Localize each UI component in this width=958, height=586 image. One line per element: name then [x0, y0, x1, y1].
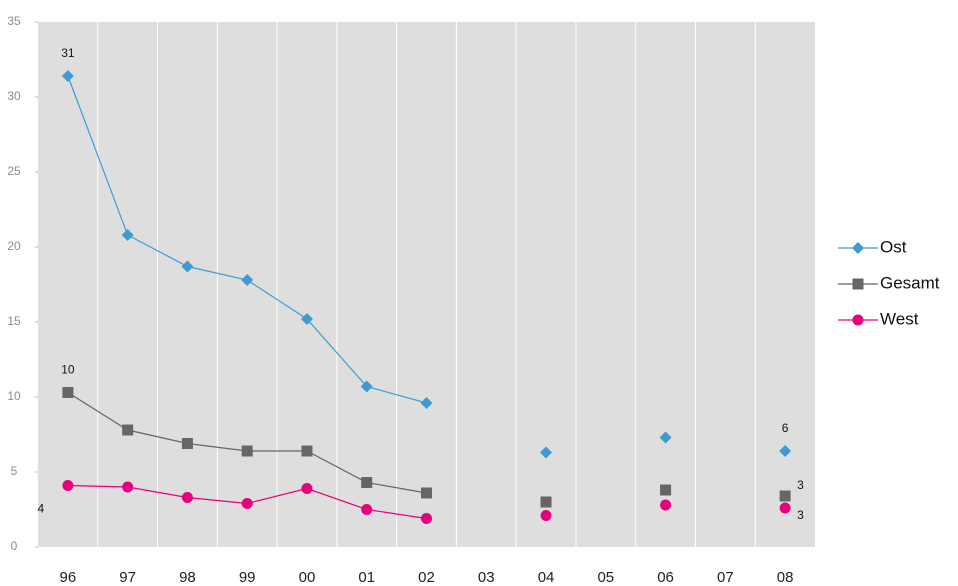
y-tick-label: 15 [7, 314, 21, 328]
x-tick-label: 02 [418, 569, 435, 586]
y-tick-label: 5 [11, 464, 18, 478]
data-point [779, 502, 791, 514]
legend-label: Gesamt [880, 273, 940, 292]
data-point [181, 260, 194, 273]
data-point [181, 492, 193, 503]
data-point [540, 510, 552, 521]
data-point [300, 313, 313, 325]
data-point [241, 274, 254, 286]
data-label: 4 [38, 502, 45, 516]
data-point [540, 496, 552, 508]
data-point [122, 481, 134, 493]
data-label: 31 [61, 46, 75, 60]
data-label: 6 [782, 421, 789, 435]
data-point [361, 477, 373, 488]
y-tick-label: 20 [7, 239, 21, 253]
x-tick-label: 96 [60, 569, 77, 586]
legend-marker [852, 242, 864, 254]
data-point [121, 229, 134, 241]
data-point [421, 513, 432, 524]
data-point [62, 480, 74, 491]
x-tick-label: 07 [717, 569, 734, 586]
data-point [62, 387, 74, 398]
y-tick-label: 25 [7, 164, 21, 178]
data-point [660, 484, 672, 496]
y-tick-label: 35 [7, 14, 21, 28]
y-tick-label: 30 [7, 89, 21, 103]
y-tick-label: 0 [11, 539, 18, 553]
data-point [779, 445, 792, 457]
legend-marker [852, 314, 864, 326]
data-label: 3 [797, 478, 804, 492]
plot-area [38, 22, 815, 547]
data-point [659, 431, 672, 444]
data-point [421, 487, 432, 499]
x-tick-label: 01 [358, 569, 375, 586]
data-point [420, 397, 433, 409]
legend-label: West [880, 309, 919, 328]
legend-label: Ost [880, 237, 907, 256]
data-point [61, 70, 74, 82]
x-tick-label: 05 [597, 569, 614, 586]
x-tick-label: 97 [119, 569, 136, 586]
x-tick-label: 03 [478, 569, 495, 586]
data-point [779, 490, 791, 502]
data-point [241, 445, 253, 457]
legend-marker [852, 278, 864, 290]
y-tick-label: 10 [7, 389, 21, 403]
data-point [301, 483, 313, 494]
x-tick-label: 04 [538, 569, 555, 586]
data-point [360, 380, 373, 393]
data-point [301, 445, 313, 457]
data-point [241, 498, 253, 509]
data-point [361, 504, 373, 515]
x-tick-label: 06 [657, 569, 674, 586]
data-label: 10 [61, 363, 75, 377]
x-tick-label: 99 [239, 569, 256, 586]
x-tick-label: 00 [299, 569, 316, 586]
data-point [181, 438, 193, 449]
x-tick-label: 98 [179, 569, 196, 586]
x-tick-label: 08 [777, 569, 794, 586]
data-point [540, 446, 553, 459]
data-label: 3 [797, 508, 804, 522]
data-point [660, 499, 672, 511]
data-point [122, 424, 134, 436]
